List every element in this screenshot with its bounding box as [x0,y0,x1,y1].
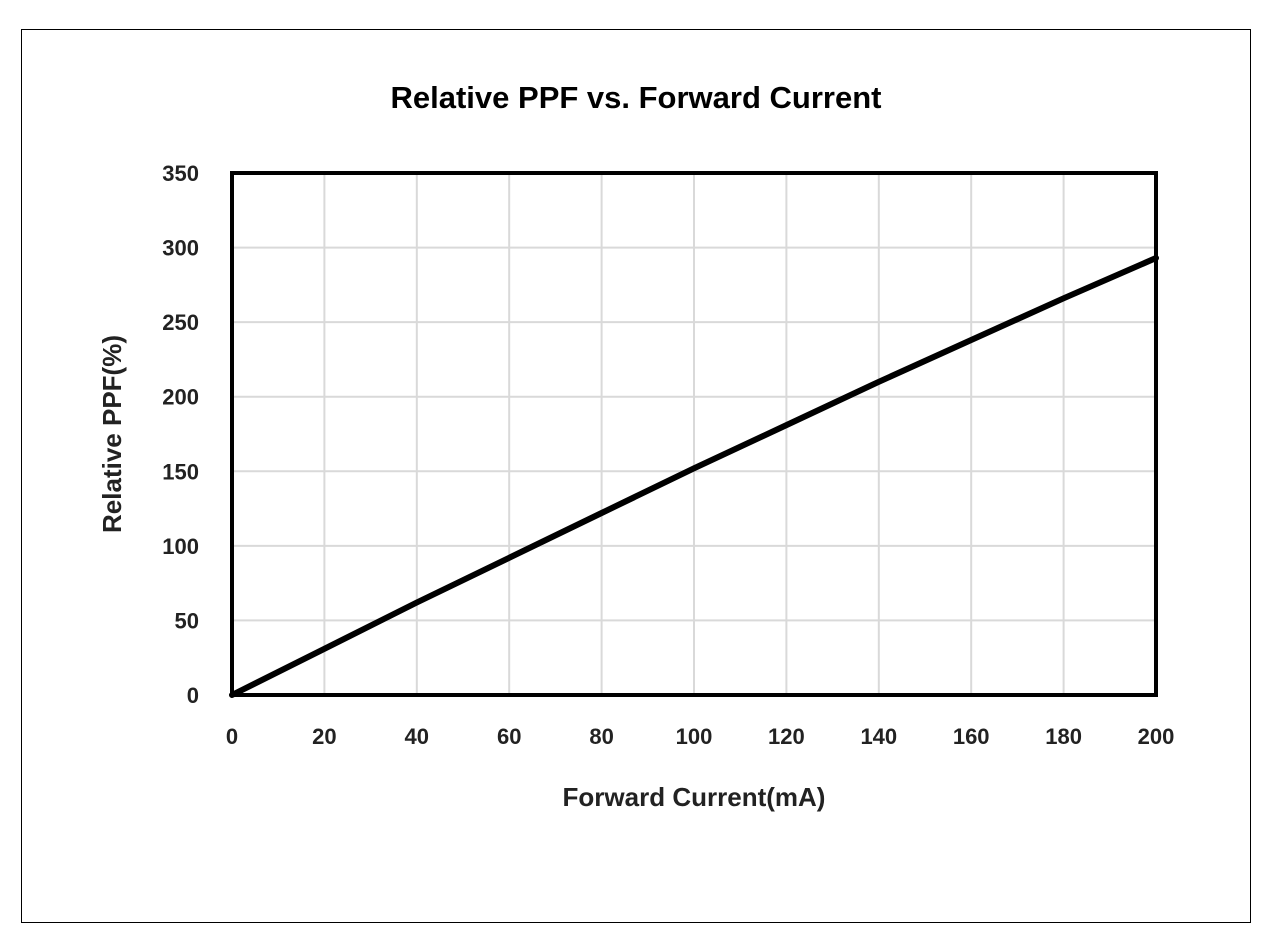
y-tick-label: 250 [162,310,199,335]
tick-labels: 0 20 40 60 80 100 120 140 160 180 200 0 50 100 150 200 2… [162,161,1174,749]
x-tick-label: 200 [1138,724,1175,749]
x-tick-label: 100 [676,724,713,749]
y-tick-label: 50 [175,608,199,633]
y-tick-label: 100 [162,534,199,559]
x-axis-title: Forward Current(mA) [563,782,826,812]
chart-title: Relative PPF vs. Forward Current [391,80,882,115]
x-tick-label: 180 [1045,724,1082,749]
x-tick-label: 40 [405,724,429,749]
x-tick-label: 120 [768,724,805,749]
series-line [229,255,1159,698]
plot-area-border [230,171,1158,697]
y-tick-label: 0 [187,683,199,708]
x-tick-label: 60 [497,724,521,749]
chart-frame [21,29,1251,923]
y-axis-title: Relative PPF(%) [97,335,127,533]
x-tick-label: 20 [312,724,336,749]
y-tick-label: 300 [162,236,199,261]
y-tick-label: 350 [162,161,199,186]
y-tick-label: 150 [162,459,199,484]
x-tick-label: 0 [226,724,238,749]
series-layer [229,255,1159,698]
y-tick-label: 200 [162,385,199,410]
x-tick-label: 160 [953,724,990,749]
x-tick-label: 80 [589,724,613,749]
x-tick-label: 140 [860,724,897,749]
grid-lines [231,172,1157,696]
